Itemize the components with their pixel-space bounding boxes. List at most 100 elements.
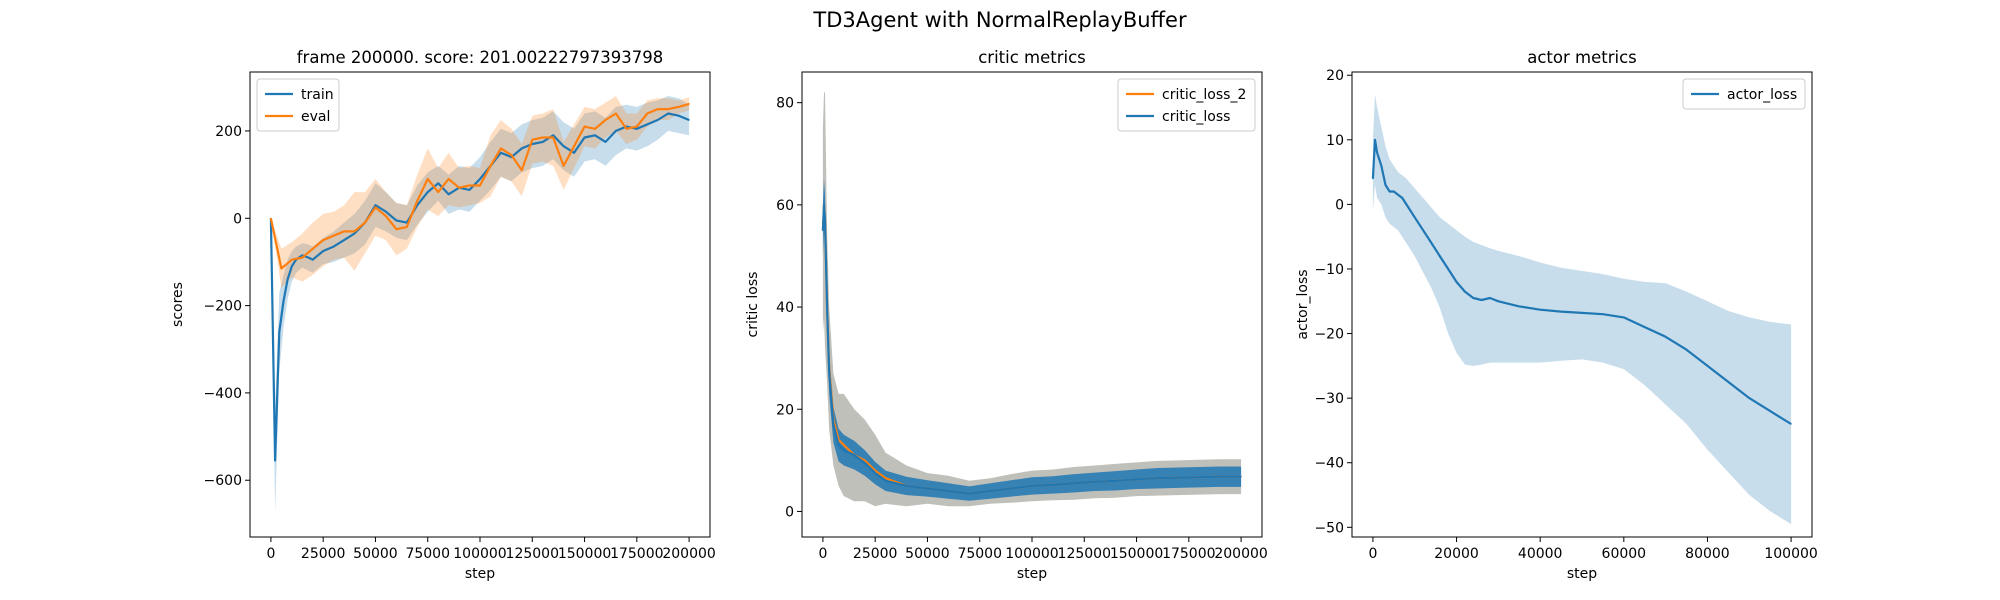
x-axis-label: step bbox=[1017, 566, 1047, 582]
data-point bbox=[1198, 476, 1200, 478]
data-point bbox=[333, 235, 335, 237]
y-tick-label: 80 bbox=[776, 96, 794, 112]
data-point bbox=[1581, 312, 1583, 314]
data-point bbox=[885, 477, 887, 479]
band-eval bbox=[270, 96, 690, 289]
figure-title: TD3Agent with NormalReplayBuffer bbox=[812, 8, 1187, 32]
legend: train eval bbox=[256, 78, 340, 132]
data-point bbox=[615, 112, 617, 115]
y-tick-label: −400 bbox=[204, 386, 242, 402]
data-point bbox=[468, 184, 471, 187]
data-point bbox=[406, 226, 408, 228]
data-point bbox=[583, 126, 586, 128]
data-point bbox=[573, 145, 575, 147]
x-tick-label: 60000 bbox=[1602, 546, 1647, 562]
data-point bbox=[1384, 184, 1387, 186]
data-point bbox=[437, 191, 439, 193]
band-critic-loss bbox=[822, 179, 1242, 501]
x-tick-label: 175000 bbox=[1162, 546, 1215, 562]
plot-area bbox=[269, 96, 690, 513]
y-tick-label: 60 bbox=[776, 198, 794, 214]
data-point bbox=[1560, 311, 1562, 313]
data-point bbox=[1374, 139, 1376, 141]
y-tick-label: 200 bbox=[215, 124, 242, 140]
x-tick-label: 150000 bbox=[558, 546, 611, 562]
data-point bbox=[1376, 152, 1378, 154]
data-point bbox=[864, 462, 866, 464]
data-point bbox=[667, 112, 669, 115]
data-point bbox=[479, 184, 481, 187]
data-point bbox=[1439, 255, 1441, 257]
data-point bbox=[437, 182, 439, 184]
data-point bbox=[594, 134, 596, 136]
data-point bbox=[448, 178, 450, 180]
data-point bbox=[1539, 309, 1541, 311]
data-point bbox=[636, 126, 638, 128]
data-point bbox=[1497, 300, 1499, 302]
x-axis-label: step bbox=[1567, 566, 1597, 582]
legend-label: actor_loss bbox=[1727, 87, 1797, 103]
x-tick-label: 50000 bbox=[353, 546, 398, 562]
data-point bbox=[1073, 482, 1075, 484]
data-point bbox=[395, 219, 397, 222]
data-point bbox=[542, 136, 544, 139]
data-point bbox=[885, 480, 887, 482]
data-point bbox=[1455, 281, 1458, 283]
data-point bbox=[1430, 242, 1433, 244]
data-point bbox=[1644, 326, 1646, 328]
data-point bbox=[395, 228, 397, 230]
y-axis-label: critic loss bbox=[745, 272, 761, 338]
data-point bbox=[427, 191, 429, 193]
data-point bbox=[333, 246, 335, 248]
legend-label: critic_loss_2 bbox=[1162, 87, 1246, 103]
data-point bbox=[843, 444, 845, 446]
data-point bbox=[573, 152, 575, 154]
y-axis-label: actor_loss bbox=[1295, 269, 1311, 339]
data-point bbox=[838, 444, 840, 446]
legend-label: train bbox=[301, 87, 334, 103]
y-tick-label: 0 bbox=[233, 211, 242, 227]
chart-1: 0 25000 50000 75000 100000125000150000175000… bbox=[170, 48, 716, 582]
data-point bbox=[1706, 365, 1709, 367]
data-point bbox=[823, 204, 825, 206]
data-point bbox=[406, 222, 408, 224]
x-tick-label: 200000 bbox=[662, 546, 715, 562]
data-point bbox=[688, 103, 690, 105]
x-tick-label: 40000 bbox=[1518, 546, 1563, 562]
data-point bbox=[270, 217, 272, 219]
data-point bbox=[353, 230, 356, 232]
data-point bbox=[1665, 336, 1667, 338]
data-point bbox=[604, 119, 607, 121]
data-point bbox=[343, 239, 345, 241]
data-point bbox=[1052, 484, 1054, 486]
data-point bbox=[307, 257, 310, 259]
data-point bbox=[1380, 165, 1382, 167]
data-point bbox=[280, 267, 282, 270]
data-point bbox=[312, 259, 314, 261]
data-point bbox=[521, 147, 523, 149]
plot-area bbox=[821, 92, 1242, 507]
legend-box bbox=[256, 78, 340, 132]
x-tick-label: 75000 bbox=[957, 546, 1002, 562]
data-point bbox=[274, 460, 276, 462]
data-point bbox=[828, 372, 830, 375]
legend-box bbox=[1117, 78, 1256, 132]
data-point bbox=[625, 128, 628, 130]
plots: 0 25000 50000 75000 100000125000150000175000… bbox=[170, 48, 1818, 582]
chart-title: actor metrics bbox=[1527, 48, 1637, 67]
data-point bbox=[1397, 194, 1399, 196]
data-point bbox=[458, 187, 460, 189]
data-point bbox=[287, 278, 289, 280]
band-critic-loss-2 bbox=[822, 92, 1242, 507]
data-point bbox=[1790, 423, 1792, 425]
x-tick-label: 100000 bbox=[1005, 546, 1058, 562]
data-point bbox=[678, 106, 680, 108]
data-point bbox=[1748, 397, 1750, 399]
data-point bbox=[510, 154, 512, 156]
data-point bbox=[374, 204, 377, 206]
data-point bbox=[989, 490, 991, 492]
legend-label: eval bbox=[301, 109, 330, 125]
data-point bbox=[385, 215, 387, 217]
x-tick-label: 20000 bbox=[1434, 546, 1479, 562]
